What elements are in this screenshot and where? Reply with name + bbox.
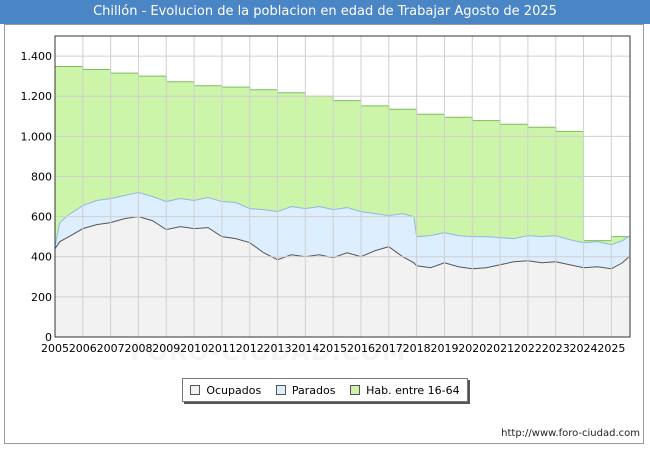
legend: Ocupados Parados Hab. entre 16-64 <box>182 378 468 402</box>
chart-title: Chillón - Evolucion de la poblacion en e… <box>0 0 650 24</box>
x-tick-label-18: 2023 <box>542 342 570 355</box>
x-tick-label-7: 2012 <box>236 342 264 355</box>
x-tick-label-20: 2025 <box>597 342 625 355</box>
y-tick-label-4: 800 <box>31 170 52 183</box>
y-tick-label-7: 1.400 <box>21 50 53 63</box>
legend-item-parados: Parados <box>275 383 336 397</box>
legend-item-hab: Hab. entre 16-64 <box>350 384 460 397</box>
x-tick-label-0: 2005 <box>41 342 69 355</box>
x-tick-label-12: 2017 <box>375 342 403 355</box>
x-tick-label-6: 2011 <box>208 342 236 355</box>
series-ocupados-area <box>55 216 630 337</box>
x-tick-label-14: 2019 <box>430 342 458 355</box>
x-tick-label-3: 2008 <box>124 342 152 355</box>
x-tick-label-5: 2010 <box>180 342 208 355</box>
legend-label-parados: Parados <box>291 383 336 397</box>
x-tick-label-4: 2009 <box>152 342 180 355</box>
x-tick-label-13: 2018 <box>403 342 431 355</box>
legend-swatch-hab <box>350 385 361 395</box>
legend-label-ocupados: Ocupados <box>206 383 262 397</box>
x-tick-label-2: 2007 <box>97 342 125 355</box>
y-tick-label-2: 400 <box>31 251 52 264</box>
series-parados-line <box>54 192 631 247</box>
legend-item-ocupados: Ocupados <box>190 384 261 397</box>
x-tick-label-15: 2020 <box>458 342 486 355</box>
y-tick-label-6: 1.200 <box>21 90 53 103</box>
y-tick-label-1: 200 <box>31 291 52 304</box>
x-tick-label-19: 2024 <box>570 342 598 355</box>
plot-border <box>54 35 631 338</box>
x-tick-label-11: 2016 <box>347 342 375 355</box>
x-tick-label-17: 2022 <box>514 342 542 355</box>
legend-label-hab: Hab. entre 16-64 <box>366 383 460 397</box>
legend-swatch-parados <box>275 385 286 395</box>
x-tick-label-10: 2015 <box>319 342 347 355</box>
x-tick-label-1: 2006 <box>69 342 97 355</box>
x-tick-label-8: 2013 <box>264 342 292 355</box>
y-tick-label-0: 0 <box>45 331 52 344</box>
series-ocupados-line <box>54 216 631 270</box>
y-tick-label-3: 600 <box>31 211 52 224</box>
y-tick-label-5: 1.000 <box>21 130 53 143</box>
source-url: http://www.foro-ciudad.com <box>501 428 640 439</box>
x-tick-label-16: 2021 <box>486 342 514 355</box>
x-tick-label-9: 2014 <box>291 342 319 355</box>
chart-frame <box>4 24 644 444</box>
legend-swatch-ocupados <box>190 385 201 395</box>
